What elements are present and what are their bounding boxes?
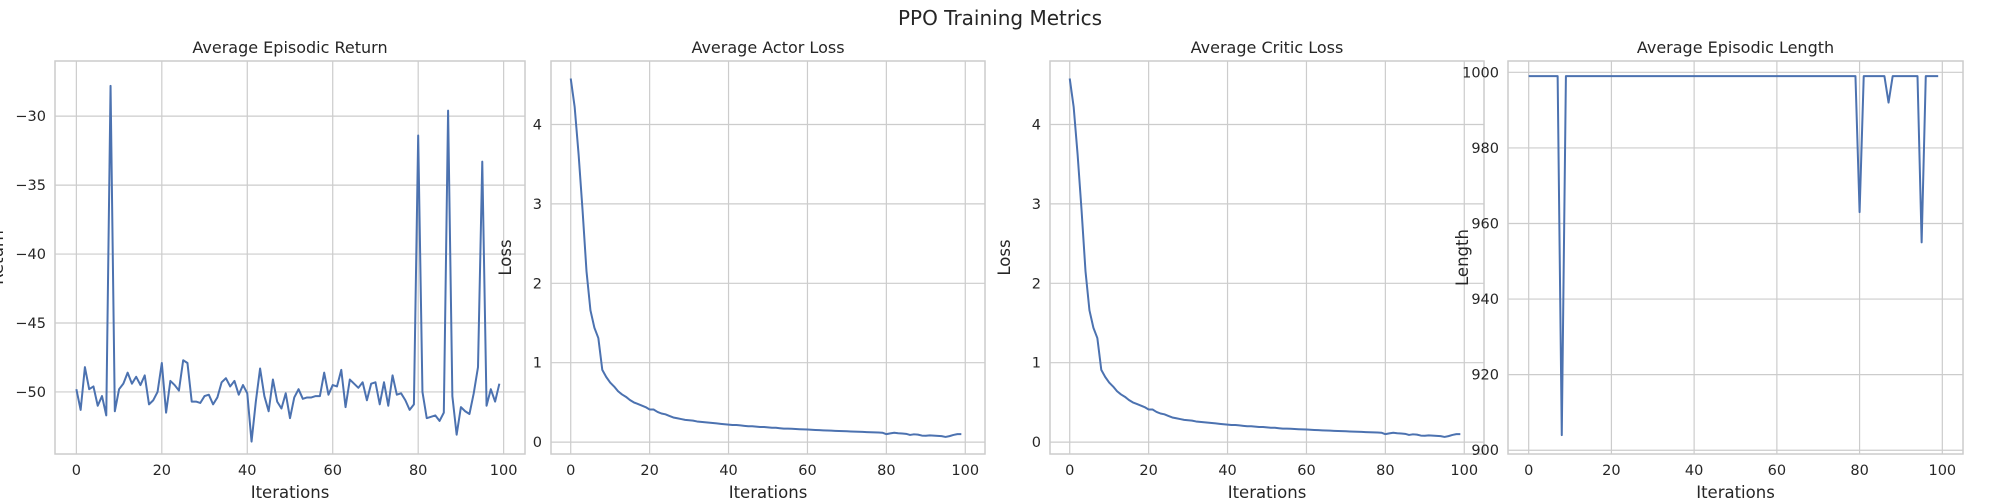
y-tick-label: 4 [1032, 118, 1041, 134]
x-tick-label: 0 [566, 463, 575, 479]
y-axis-label: Return [0, 230, 7, 285]
y-tick-label: 1000 [1462, 65, 1499, 81]
y-tick-label: 940 [1471, 292, 1499, 308]
y-tick-label: 2 [533, 276, 542, 292]
x-tick-label: 80 [409, 463, 427, 479]
y-tick-label: 980 [1471, 141, 1499, 157]
x-tick-label: 60 [798, 463, 816, 479]
y-tick-label: −30 [15, 109, 46, 125]
y-tick-label: 4 [533, 118, 542, 134]
y-tick-label: 2 [1032, 276, 1041, 292]
chart-panel-2: 0 20 40 60 80 100 0 1 2 3 4 Average Actor Loss Itera… [496, 38, 986, 500]
series-line [1068, 78, 1461, 438]
y-tick-label: 3 [533, 197, 542, 213]
x-tick-label: 100 [490, 463, 518, 479]
x-axis-label: Iterations [1228, 483, 1307, 500]
chart-panel-4: 0 20 40 60 80 100 900 920 940 960 980 1000 Average E… [1453, 38, 1964, 500]
chart-title: Average Episodic Length [1637, 38, 1834, 57]
y-axis-label: Loss [496, 239, 515, 275]
y-tick-label: 1 [1032, 356, 1041, 372]
x-tick-label: 100 [1928, 463, 1956, 479]
x-tick-label: 60 [1768, 463, 1786, 479]
x-tick-label: 40 [1218, 463, 1236, 479]
chart-title: Average Episodic Return [192, 38, 387, 57]
y-tick-label: −35 [15, 178, 46, 194]
y-tick-label: 0 [1032, 435, 1041, 451]
figure-title: PPO Training Metrics [897, 6, 1103, 30]
x-tick-label: 40 [719, 463, 737, 479]
chart-panel-1: 0 20 40 60 80 100 −50 −45 −40 −35 −30 Average Episo… [0, 38, 526, 500]
x-axis-label: Iterations [729, 483, 808, 500]
x-tick-label: 0 [72, 463, 81, 479]
x-tick-label: 20 [640, 463, 658, 479]
x-tick-label: 0 [1524, 463, 1533, 479]
y-tick-label: 900 [1471, 443, 1499, 459]
x-tick-label: 20 [1139, 463, 1157, 479]
x-axis-label: Iterations [1696, 483, 1775, 500]
y-tick-label: −45 [15, 316, 46, 332]
x-tick-label: 40 [238, 463, 256, 479]
x-tick-label: 100 [951, 463, 979, 479]
plot-frame [54, 60, 526, 455]
x-tick-label: 60 [1297, 463, 1315, 479]
x-tick-label: 20 [1602, 463, 1620, 479]
y-tick-label: 3 [1032, 197, 1041, 213]
x-tick-label: 0 [1065, 463, 1074, 479]
chart-panel-3: 0 20 40 60 80 100 0 1 2 3 4 Average Critic Loss Iter… [995, 38, 1485, 500]
x-tick-label: 60 [324, 463, 342, 479]
chart-title: Average Actor Loss [691, 38, 844, 57]
series-line [1528, 75, 1939, 437]
chart-title: Average Critic Loss [1191, 38, 1344, 57]
series-line [75, 84, 501, 443]
x-tick-label: 20 [153, 463, 171, 479]
y-tick-label: 960 [1471, 216, 1499, 232]
plot-frame [550, 60, 986, 455]
x-tick-label: 80 [877, 463, 895, 479]
y-axis-label: Loss [995, 239, 1014, 275]
y-tick-label: 0 [533, 435, 542, 451]
x-tick-label: 40 [1685, 463, 1703, 479]
x-tick-label: 80 [1376, 463, 1394, 479]
x-tick-label: 80 [1850, 463, 1868, 479]
x-axis-label: Iterations [251, 483, 330, 500]
y-axis-label: Length [1453, 229, 1472, 286]
y-tick-label: −40 [15, 247, 46, 263]
series-line [569, 78, 962, 438]
y-tick-label: 1 [533, 356, 542, 372]
plot-frame [1507, 60, 1964, 455]
plot-frame [1049, 60, 1485, 455]
x-tick-label: 100 [1450, 463, 1478, 479]
y-tick-label: 920 [1471, 368, 1499, 384]
y-tick-label: −50 [15, 385, 46, 401]
